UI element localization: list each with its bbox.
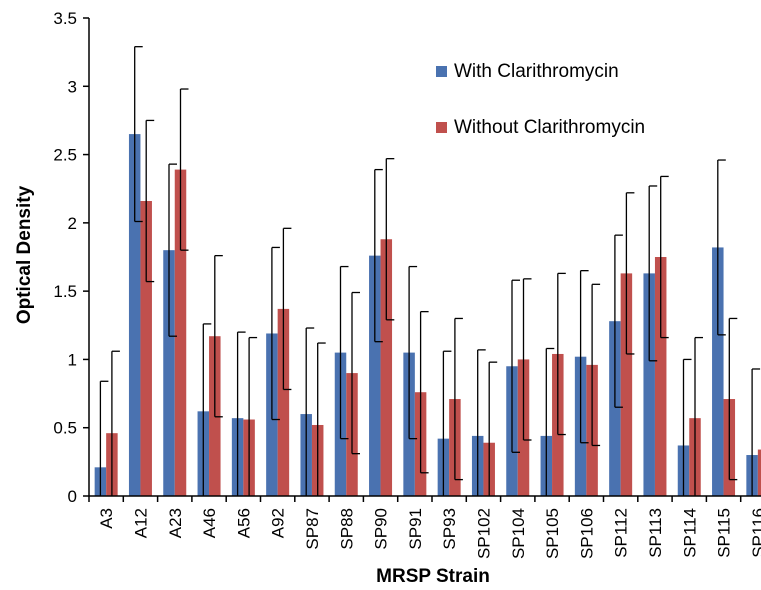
y-tick-label: 3 xyxy=(68,77,77,96)
legend-swatch-without-clarithromycin xyxy=(436,122,447,133)
x-tick-label: SP93 xyxy=(440,508,459,550)
x-tick-label: A23 xyxy=(166,508,185,538)
x-tick-label: A12 xyxy=(131,508,150,538)
x-tick-label: SP87 xyxy=(303,508,322,550)
x-axis-ticks: A3 A12 A23 A46 A56 A92 SP87 SP88 SP90 SP91 SP93 SP1… xyxy=(88,496,761,559)
x-axis-title: MRSP Strain xyxy=(376,566,490,587)
x-tick-label: A46 xyxy=(200,508,219,538)
x-tick-label: SP113 xyxy=(646,508,665,558)
y-tick-label: 1 xyxy=(68,350,77,369)
x-tick-label: SP88 xyxy=(337,508,356,550)
x-tick-label: SP105 xyxy=(543,508,562,559)
x-tick-label: SP106 xyxy=(577,508,596,559)
bar-with-clarithromycin-a12 xyxy=(128,134,141,497)
y-axis-title: Optical Density xyxy=(14,185,35,324)
bar-without-clarithromycin-sp112 xyxy=(620,273,633,496)
bar-without-clarithromycin-sp116 xyxy=(757,449,761,496)
bar-without-clarithromycin-a23 xyxy=(174,169,187,496)
x-tick-label: SP91 xyxy=(406,508,425,550)
bar-without-clarithromycin-a92 xyxy=(277,308,290,496)
bar-with-clarithromycin-sp113 xyxy=(643,273,655,496)
y-tick-label: 1.5 xyxy=(53,282,77,301)
legend-swatch-with-clarithromycin xyxy=(436,66,447,77)
y-tick-label: 2.5 xyxy=(53,146,77,165)
legend-label-without-clarithromycin: Without Clarithromycin xyxy=(454,117,645,138)
x-tick-label: A3 xyxy=(97,508,116,529)
x-tick-label: A56 xyxy=(234,508,253,538)
bar-with-clarithromycin-sp112 xyxy=(609,321,621,496)
legend: With Clarithromycin Without Clarithromyc… xyxy=(436,61,645,138)
x-tick-label: SP104 xyxy=(509,508,528,559)
bar-without-clarithromycin-a12 xyxy=(140,201,152,496)
x-tick-label: SP112 xyxy=(612,508,631,558)
x-tick-label: SP102 xyxy=(474,508,493,559)
bar-without-clarithromycin-sp90 xyxy=(380,239,393,496)
error-bars-layer xyxy=(99,46,761,496)
y-tick-label: 3.5 xyxy=(53,9,77,28)
y-tick-label: 0.5 xyxy=(53,419,77,438)
y-tick-label: 0 xyxy=(68,487,77,506)
y-axis-ticks: 0 0.5 1 1.5 2 2.5 3 3.5 xyxy=(53,9,89,506)
bar-with-clarithromycin-sp115 xyxy=(712,247,724,496)
x-tick-label: SP114 xyxy=(680,508,699,558)
bar-without-clarithromycin-sp113 xyxy=(654,257,667,496)
bar-with-clarithromycin-sp90 xyxy=(369,255,381,496)
legend-label-with-clarithromycin: With Clarithromycin xyxy=(454,61,619,82)
bar-with-clarithromycin-a23 xyxy=(163,250,175,496)
y-tick-label: 2 xyxy=(68,214,77,233)
x-tick-label: SP90 xyxy=(372,508,391,550)
x-tick-label: SP116 xyxy=(749,508,761,558)
x-tick-label: SP115 xyxy=(715,508,734,558)
x-tick-label: A92 xyxy=(269,508,288,538)
